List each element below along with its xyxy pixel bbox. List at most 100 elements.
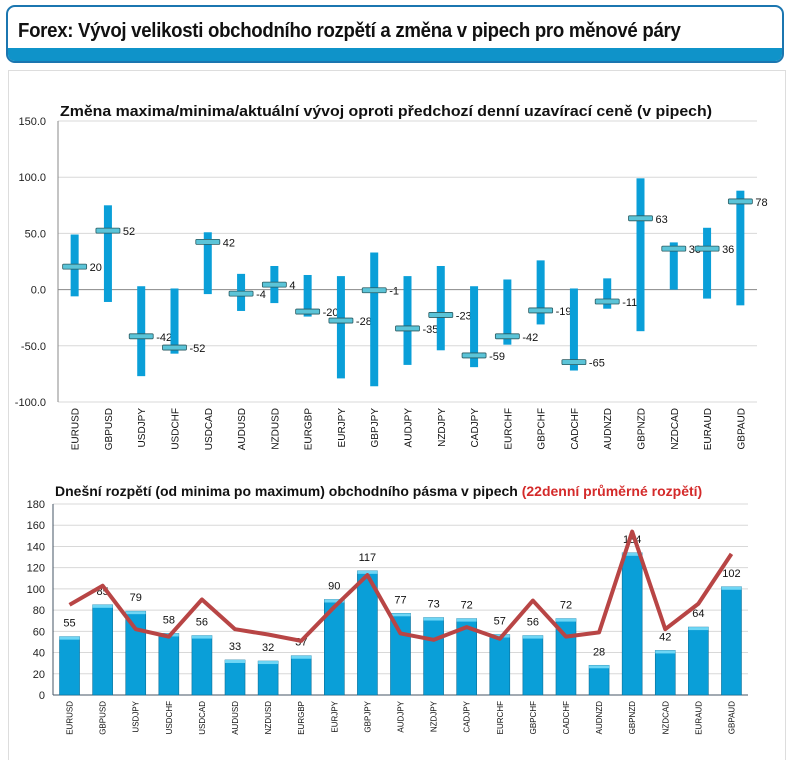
range-bar	[603, 278, 612, 309]
x-tick-label: AUDNZD	[595, 701, 604, 735]
data-label: 58	[163, 614, 175, 626]
y-tick-label: -100.0	[15, 397, 46, 409]
bar	[423, 617, 444, 696]
data-label: 78	[755, 197, 767, 209]
chart-title: Dnešní rozpětí (od minima po maximum) ob…	[55, 483, 702, 499]
data-label: 90	[328, 581, 340, 593]
range-bar	[536, 260, 545, 325]
bar-cap	[291, 655, 312, 659]
range-bar	[503, 279, 512, 345]
y-tick-label: 40	[33, 648, 45, 660]
range-bar	[736, 190, 745, 306]
charts-panel	[8, 70, 786, 760]
bar-cap	[191, 635, 212, 639]
y-tick-label: 50.0	[25, 228, 46, 240]
current-marker	[727, 198, 753, 205]
x-tick-label: GBPCHF	[537, 408, 548, 450]
data-label: -42	[522, 332, 538, 344]
data-label: -23	[456, 310, 472, 322]
data-label: 55	[63, 618, 75, 630]
bar	[621, 552, 643, 696]
y-tick-label: 150.0	[18, 116, 46, 128]
range-bar	[470, 286, 479, 368]
bar	[125, 610, 147, 696]
x-tick-label: EURGBP	[304, 408, 315, 451]
range-bar	[303, 274, 312, 317]
y-tick-label: 120	[27, 563, 45, 575]
x-tick-label: EURCHF	[496, 701, 505, 734]
data-label: -52	[190, 343, 206, 355]
bar	[158, 633, 180, 696]
bar-cap	[555, 618, 576, 622]
chart-title: Změna maxima/minima/aktuální vývoj oprot…	[60, 103, 712, 120]
bar-cap	[390, 613, 411, 617]
range-bar	[170, 288, 179, 354]
range-chart: Změna maxima/minima/aktuální vývoj oprot…	[15, 103, 768, 451]
x-tick-label: USDCAD	[198, 701, 207, 735]
current-marker	[162, 344, 187, 351]
y-tick-label: 100	[27, 584, 45, 596]
current-marker	[528, 307, 554, 314]
y-tick-label: 160	[27, 520, 45, 532]
y-tick-label: 20	[33, 669, 45, 681]
data-label: 77	[394, 594, 406, 606]
data-label: -35	[423, 324, 439, 336]
bar	[290, 655, 312, 696]
bar	[654, 650, 676, 696]
y-tick-label: 0.0	[31, 285, 46, 297]
current-marker	[461, 352, 487, 359]
x-tick-label: CADJPY	[470, 408, 481, 448]
current-marker	[128, 333, 154, 340]
y-tick-label: 0	[39, 690, 45, 702]
header-band	[8, 48, 782, 61]
bar-cap	[92, 604, 113, 608]
data-label: 57	[494, 616, 506, 628]
bar	[191, 635, 213, 696]
data-label: -19	[556, 306, 572, 318]
x-tick-label: CADCHF	[570, 408, 581, 450]
bar-cap	[589, 665, 610, 669]
current-marker	[594, 298, 620, 305]
x-tick-label: USDCHF	[165, 701, 174, 734]
data-label: 28	[593, 646, 605, 658]
x-tick-label: EURAUD	[703, 408, 714, 450]
x-tick-label: AUDJPY	[404, 408, 415, 448]
range-bar	[569, 288, 578, 371]
current-marker	[328, 317, 354, 324]
x-tick-label: EURGBP	[297, 701, 306, 735]
x-tick-label: EURJPY	[330, 700, 339, 732]
bar-cap	[622, 552, 643, 556]
x-tick-label: NZDUSD	[264, 701, 273, 735]
y-tick-label: 180	[27, 499, 45, 511]
x-tick-label: CADCHF	[562, 701, 571, 734]
data-label: 42	[659, 631, 671, 643]
x-tick-label: EURUSD	[71, 408, 82, 450]
data-label: -65	[589, 358, 605, 370]
data-label: 4	[289, 280, 295, 292]
current-marker	[361, 287, 387, 294]
bar-cap	[357, 570, 378, 574]
range-bar	[669, 242, 678, 290]
x-tick-label: AUDUSD	[231, 701, 240, 735]
bar-cap	[324, 599, 345, 603]
y-tick-label: -50.0	[21, 341, 46, 353]
data-label: -4	[256, 289, 266, 301]
page-title: Forex: Vývoj velikosti obchodního rozpět…	[18, 20, 681, 42]
bar	[721, 586, 742, 696]
current-marker	[628, 215, 653, 222]
bar	[489, 634, 511, 696]
x-tick-label: EURAUD	[694, 701, 703, 735]
x-tick-label: EURJPY	[337, 408, 348, 448]
current-marker	[195, 238, 221, 245]
current-marker	[494, 333, 520, 340]
x-tick-label: NZDCAD	[670, 408, 681, 450]
data-label: 117	[359, 552, 377, 564]
current-marker	[428, 312, 454, 318]
title-highlight: (22denní průměrné rozpětí)	[522, 483, 702, 499]
current-marker	[261, 281, 287, 288]
current-marker	[228, 290, 254, 297]
x-tick-label: AUDUSD	[237, 408, 248, 450]
range-bar	[403, 276, 412, 365]
bar-cap	[721, 586, 742, 590]
data-label: 33	[229, 641, 241, 653]
